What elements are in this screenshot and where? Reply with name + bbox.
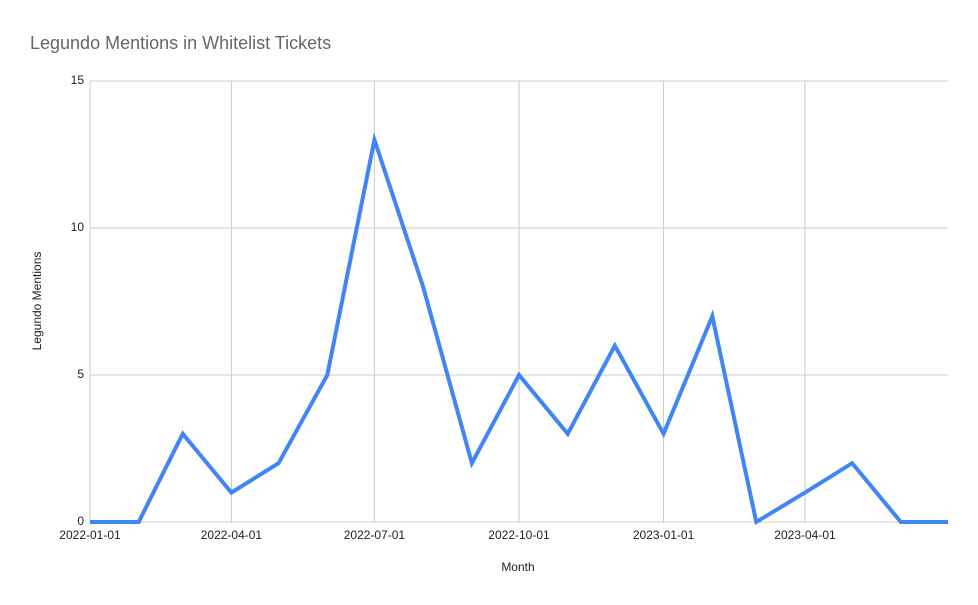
y-tick-label: 0 (77, 514, 84, 528)
x-tick-label: 2022-04-01 (201, 528, 263, 542)
x-tick-label: 2023-04-01 (774, 528, 836, 542)
y-tick-label: 10 (71, 220, 85, 234)
y-tick-label: 5 (77, 367, 84, 381)
data-line (90, 132, 948, 526)
x-axis-label: Month (501, 560, 534, 574)
y-tick-label: 15 (71, 73, 85, 87)
x-tick-label: 2023-01-01 (633, 528, 695, 542)
chart-title: Legundo Mentions in Whitelist Tickets (30, 33, 331, 53)
x-tick-label: 2022-07-01 (344, 528, 406, 542)
y-axis-label: Legundo Mentions (30, 252, 44, 351)
x-tick-label: 2022-10-01 (488, 528, 550, 542)
x-tick-label: 2022-01-01 (59, 528, 121, 542)
